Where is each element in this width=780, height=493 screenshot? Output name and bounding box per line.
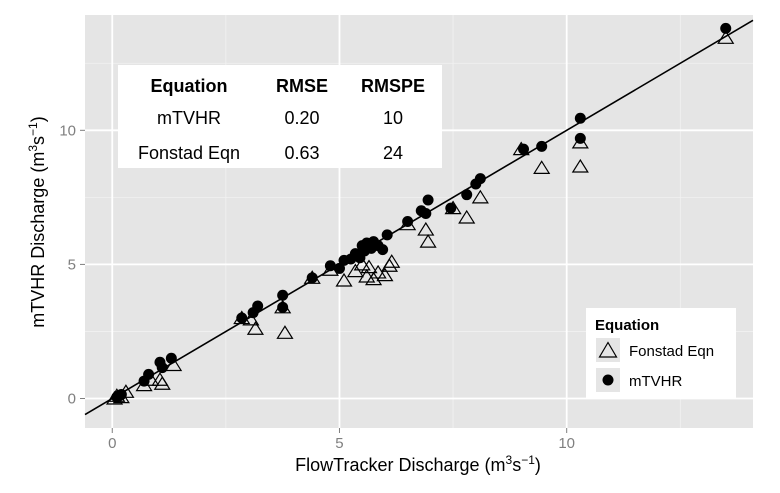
mtvhr-point xyxy=(402,216,414,227)
mtvhr-point xyxy=(324,260,336,272)
mtvhr-point xyxy=(574,132,586,144)
stats-row2-equation: Fonstad Eqn xyxy=(138,143,240,163)
y-axis-label-main: mTVHR Discharge (m xyxy=(28,152,48,328)
stats-table-background xyxy=(118,65,442,168)
x-axis-label-end: ) xyxy=(535,455,541,475)
fonstad-point xyxy=(165,357,183,372)
mtvhr-point xyxy=(277,301,289,313)
fonstad-point xyxy=(364,271,383,286)
x-axis-label: FlowTracker Discharge (m3s−1) xyxy=(295,453,541,475)
fonstad-point xyxy=(571,158,589,173)
mtvhr-point xyxy=(574,112,586,124)
fonstad-point xyxy=(533,160,551,174)
fonstad-point xyxy=(246,321,264,335)
mtvhr-point xyxy=(420,207,432,219)
mtvhr-point xyxy=(333,262,345,274)
mtvhr-series xyxy=(111,22,732,403)
y-axis-ticks: 0 5 10 xyxy=(59,122,85,408)
mtvhr-point xyxy=(236,312,248,324)
stats-row1-rmse: 0.20 xyxy=(284,108,319,128)
x-axis-label-sup2: −1 xyxy=(521,453,535,467)
legend-title: Equation xyxy=(595,317,659,334)
stats-header-equation: Equation xyxy=(151,76,228,96)
mtvhr-point xyxy=(377,244,389,256)
mtvhr-point xyxy=(165,352,177,364)
mtvhr-point xyxy=(474,173,486,185)
fonstad-point xyxy=(717,30,735,44)
mtvhr-point xyxy=(422,194,434,206)
y-tick-label: 0 xyxy=(68,391,76,408)
legend-triangle-icon xyxy=(598,341,618,358)
y-axis-label-sup2: −1 xyxy=(26,122,40,136)
stats-header-rmse: RMSE xyxy=(276,76,328,96)
mtvhr-point xyxy=(720,22,732,34)
x-tick-label: 5 xyxy=(335,435,343,452)
fonstad-point xyxy=(358,268,376,283)
mtvhr-point xyxy=(306,272,318,284)
y-axis-label-sup1: 3 xyxy=(26,145,40,152)
fonstad-point xyxy=(153,376,171,390)
stats-row1-equation: mTVHR xyxy=(157,108,221,128)
fonstad-point xyxy=(419,233,437,248)
mtvhr-point xyxy=(277,289,289,301)
mtvhr-point xyxy=(518,143,530,155)
y-axis-label-end: ) xyxy=(28,116,48,122)
legend: Equation Fonstad Eqn mTVHR xyxy=(586,308,736,399)
mtvhr-point xyxy=(252,300,264,312)
stats-header-rmspe: RMSPE xyxy=(361,76,425,96)
fonstad-point xyxy=(417,221,435,236)
fonstad-point xyxy=(276,325,294,339)
stats-row1-rmspe: 10 xyxy=(383,108,403,128)
x-axis-ticks: 0 5 10 xyxy=(108,428,575,452)
fonstad-point xyxy=(471,189,489,204)
mtvhr-point xyxy=(156,362,168,374)
fonstad-point xyxy=(346,263,364,278)
fonstad-point xyxy=(360,259,378,274)
identity-line xyxy=(84,19,754,416)
x-axis-label-main: FlowTracker Discharge (m xyxy=(295,455,505,475)
x-axis-label-mid: s xyxy=(512,455,521,475)
x-tick-label: 0 xyxy=(108,435,116,452)
mtvhr-point xyxy=(461,189,473,201)
x-tick-label: 10 xyxy=(558,435,575,452)
mtvhr-point xyxy=(143,368,155,380)
mtvhr-point xyxy=(445,202,457,214)
x-axis-label-sup1: 3 xyxy=(506,453,513,467)
legend-circle-icon xyxy=(602,374,614,386)
y-tick-label: 10 xyxy=(59,122,76,139)
mtvhr-point xyxy=(536,140,548,152)
legend-label-mtvhr: mTVHR xyxy=(629,373,682,390)
y-axis-label-mid: s xyxy=(28,136,48,145)
y-tick-label: 5 xyxy=(68,256,76,273)
mtvhr-point xyxy=(115,388,127,400)
fonstad-point xyxy=(335,272,353,287)
stats-row2-rmse: 0.63 xyxy=(284,143,319,163)
legend-label-fonstad: Fonstad Eqn xyxy=(629,343,714,360)
stats-table: Equation RMSE RMSPE mTVHR 0.20 10 Fonsta… xyxy=(118,65,442,168)
fonstad-point xyxy=(383,254,401,268)
mtvhr-point xyxy=(381,229,393,241)
stats-row2-rmspe: 24 xyxy=(383,143,403,163)
fonstad-point xyxy=(353,256,371,271)
y-axis-label: mTVHR Discharge (m3s−1) xyxy=(26,116,48,327)
fonstad-point xyxy=(376,267,394,282)
fonstad-point xyxy=(458,209,476,224)
fonstad-point xyxy=(369,264,387,279)
